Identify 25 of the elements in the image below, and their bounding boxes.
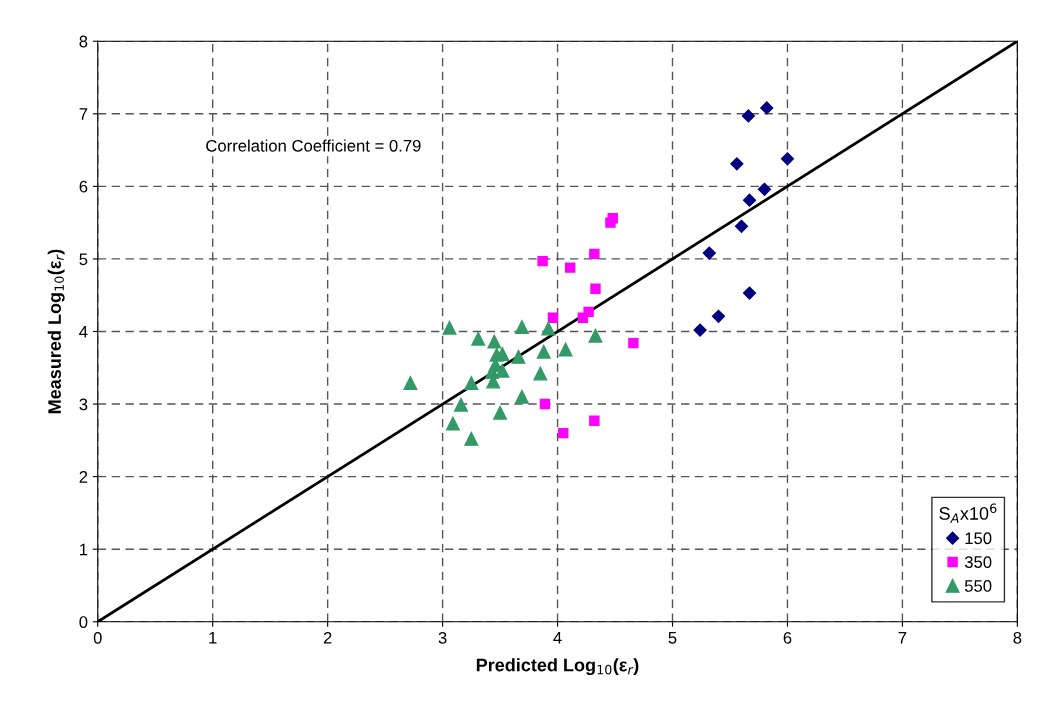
y-tick-label: 8 <box>79 35 88 48</box>
y-tick-label: 0 <box>79 616 88 628</box>
x-tick-label: 4 <box>553 632 562 644</box>
x-axis-title: Predicted Log$_{10}$(ε$_{r}$) <box>476 658 639 676</box>
x-tick-label: 0 <box>93 631 102 644</box>
x-tick-label: 1 <box>209 632 217 644</box>
legend-label: 550 <box>964 580 992 592</box>
legend-label: 350 <box>964 556 992 568</box>
x-tick-label: 7 <box>898 632 907 644</box>
x-tick-label: 5 <box>668 632 677 644</box>
y-axis-title: Measured Log$_{10}$(ε$_{r}$) <box>47 249 65 414</box>
annotation: Correlation Coefficient = 0.79 <box>206 139 421 152</box>
x-tick-label: 8 <box>1013 631 1022 644</box>
y-tick-label: 7 <box>79 108 88 120</box>
x-tick-label: 3 <box>438 631 447 644</box>
y-tick-label: 5 <box>79 253 88 266</box>
y-tick-label: 4 <box>79 326 88 338</box>
y-tick-label: 1 <box>80 543 88 556</box>
legend-label: 150 <box>965 532 992 545</box>
y-tick-label: 3 <box>79 398 88 411</box>
x-tick-label: 6 <box>783 631 792 644</box>
y-tick-label: 2 <box>79 471 88 483</box>
x-tick-label: 2 <box>323 631 332 644</box>
y-tick-label: 6 <box>79 180 88 193</box>
legend-title: S$_{A}$x10$^{6}$ <box>939 503 997 523</box>
